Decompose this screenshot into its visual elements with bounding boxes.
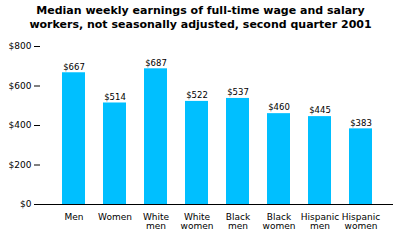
svg-text:$200: $200 bbox=[9, 159, 32, 169]
svg-text:$460: $460 bbox=[268, 102, 290, 112]
svg-text:Whitewomen: Whitewomen bbox=[181, 211, 214, 230]
svg-text:Hispanicmen: Hispanicmen bbox=[301, 211, 339, 230]
svg-text:$537: $537 bbox=[227, 87, 249, 97]
svg-text:$687: $687 bbox=[145, 57, 167, 67]
svg-text:Hispanicwomen: Hispanicwomen bbox=[342, 211, 380, 230]
svg-text:Blackmen: Blackmen bbox=[226, 211, 251, 230]
svg-text:Blackwomen: Blackwomen bbox=[263, 211, 296, 230]
svg-text:$383: $383 bbox=[350, 117, 372, 127]
svg-text:$667: $667 bbox=[63, 61, 85, 71]
svg-text:Women: Women bbox=[98, 211, 132, 221]
svg-text:$800: $800 bbox=[9, 41, 32, 51]
svg-text:$445: $445 bbox=[309, 105, 331, 115]
svg-text:$400: $400 bbox=[9, 120, 32, 130]
svg-text:$600: $600 bbox=[9, 80, 32, 90]
svg-text:Whitemen: Whitemen bbox=[143, 211, 170, 230]
svg-text:$522: $522 bbox=[186, 90, 208, 100]
svg-text:$0: $0 bbox=[20, 199, 32, 209]
svg-text:Men: Men bbox=[64, 211, 83, 221]
svg-text:$514: $514 bbox=[104, 91, 126, 101]
html-text:Median weekly earnings of full: Median weekly earnings of full-time wage… bbox=[29, 4, 372, 31]
